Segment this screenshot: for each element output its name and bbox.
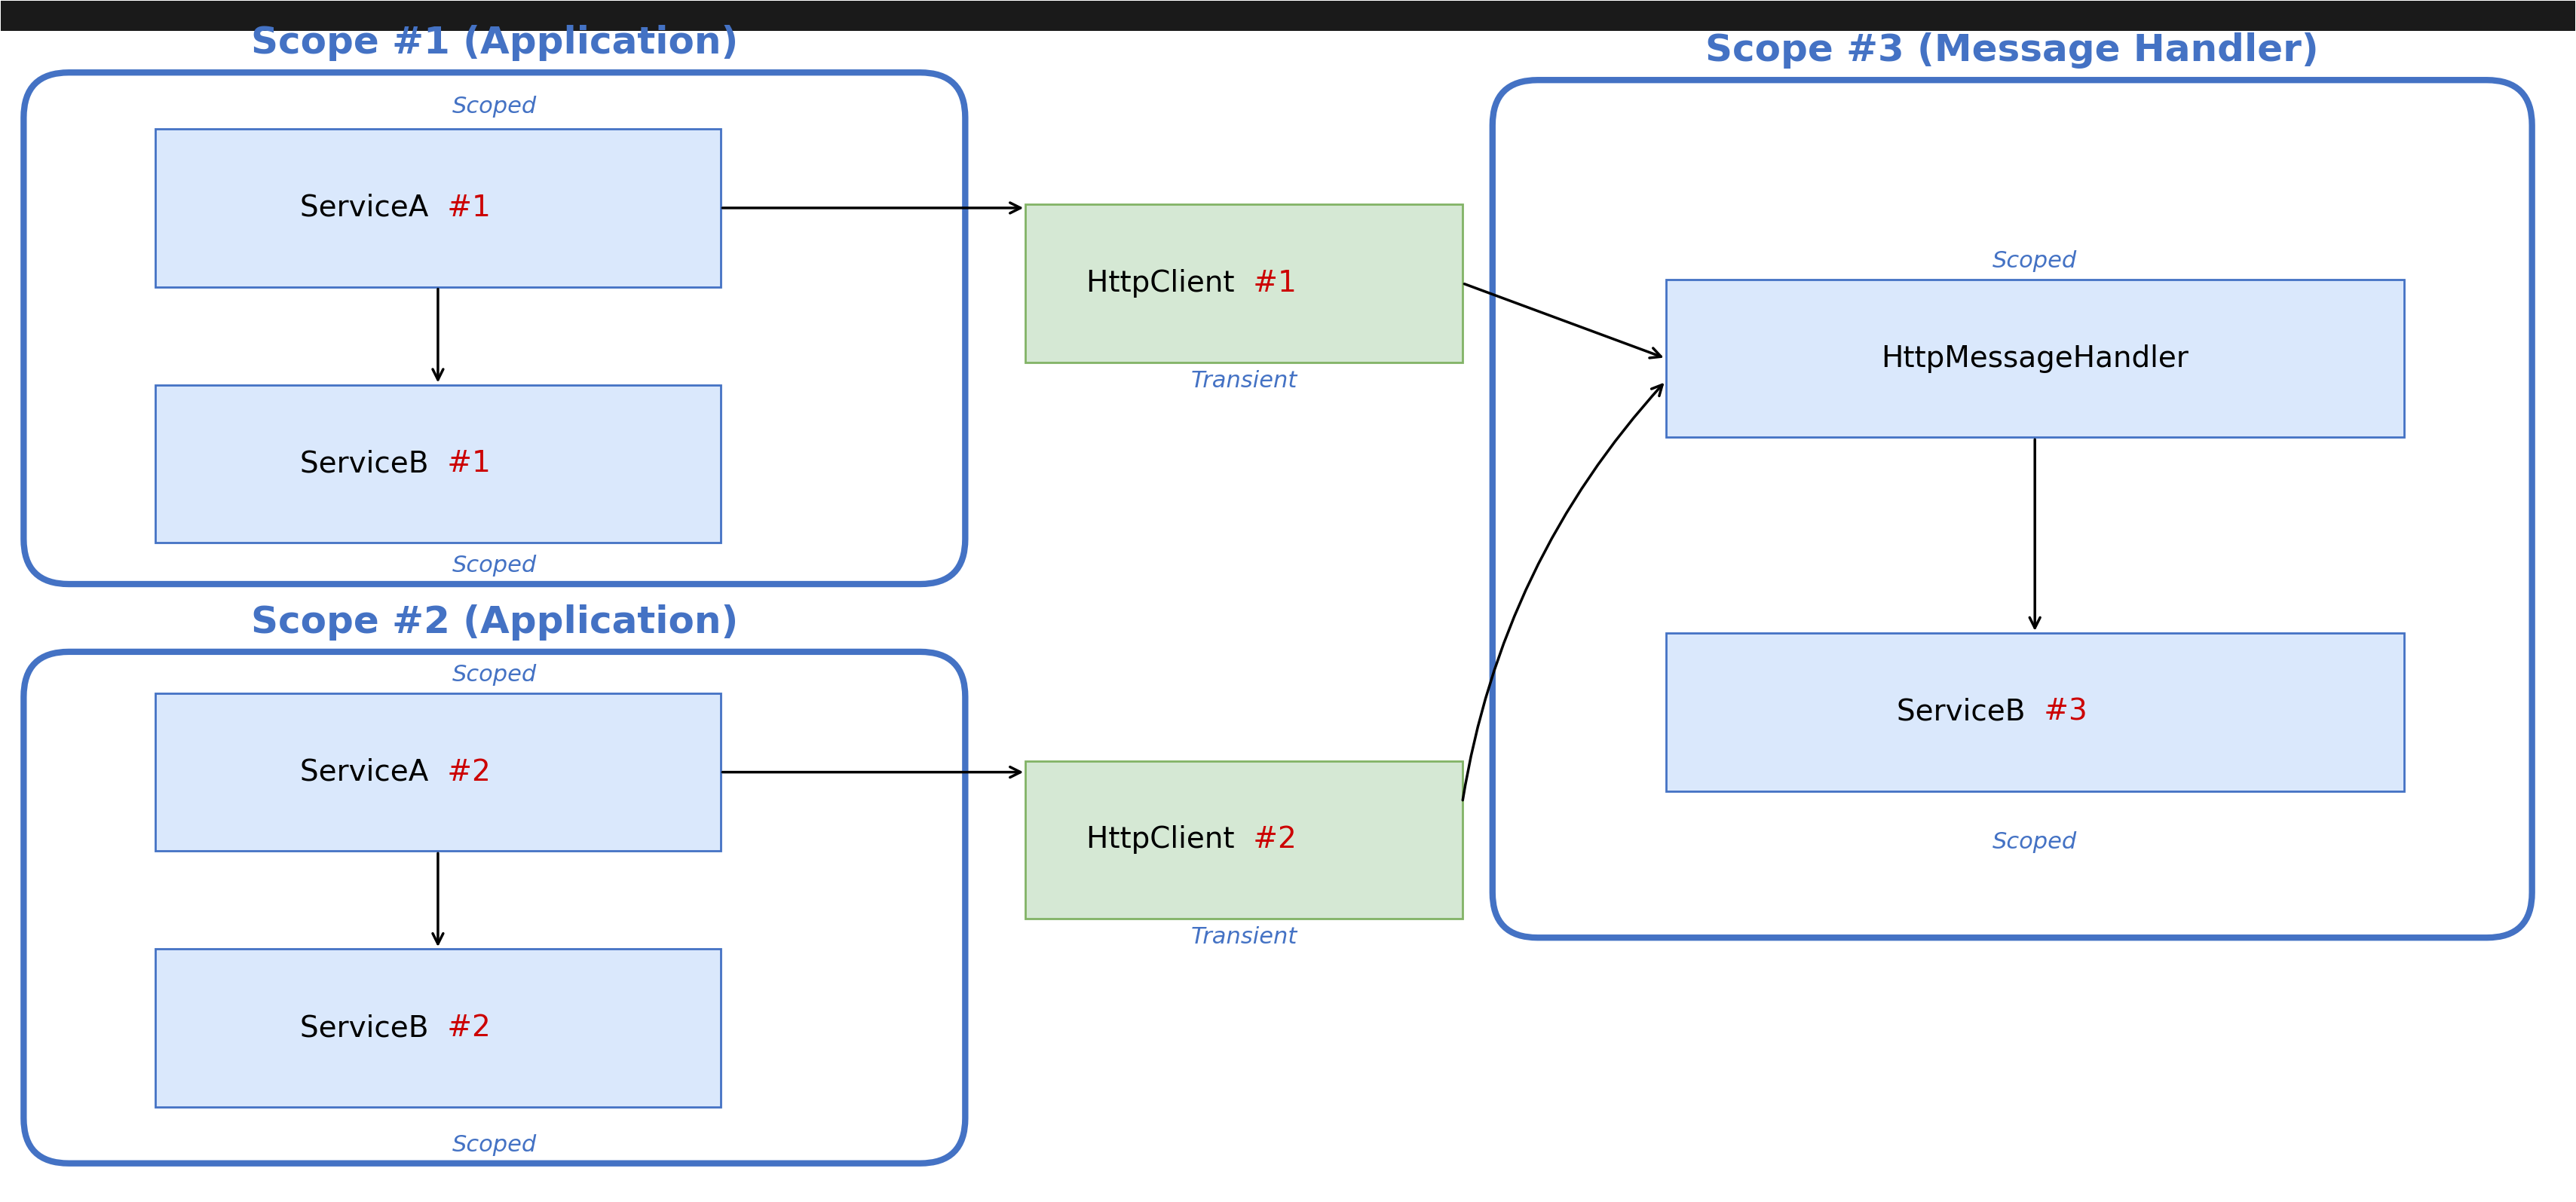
- Text: ServiceA: ServiceA: [301, 194, 438, 222]
- FancyBboxPatch shape: [1025, 761, 1463, 918]
- FancyBboxPatch shape: [1667, 633, 2403, 791]
- FancyBboxPatch shape: [1667, 279, 2403, 438]
- FancyBboxPatch shape: [0, 1, 2576, 31]
- Text: Scoped: Scoped: [453, 554, 536, 577]
- Text: #1: #1: [438, 450, 489, 478]
- Text: Scope #3 (Message Handler): Scope #3 (Message Handler): [1705, 32, 2318, 69]
- Text: HttpClient: HttpClient: [1087, 826, 1244, 855]
- FancyBboxPatch shape: [155, 694, 721, 851]
- FancyBboxPatch shape: [155, 385, 721, 542]
- Text: Scoped: Scoped: [1994, 250, 2076, 272]
- Text: HttpMessageHandler: HttpMessageHandler: [1880, 344, 2190, 373]
- Text: #1: #1: [438, 194, 489, 222]
- FancyBboxPatch shape: [155, 948, 721, 1107]
- Text: Scoped: Scoped: [453, 664, 536, 685]
- FancyBboxPatch shape: [1025, 204, 1463, 362]
- Text: Scope #1 (Application): Scope #1 (Application): [250, 25, 739, 61]
- Text: #3: #3: [2035, 697, 2087, 726]
- Text: ServiceB: ServiceB: [1896, 697, 2035, 726]
- Text: Scoped: Scoped: [1994, 832, 2076, 853]
- Text: #2: #2: [438, 757, 489, 786]
- Text: Scoped: Scoped: [453, 1133, 536, 1156]
- Text: HttpClient: HttpClient: [1087, 269, 1244, 297]
- Text: #2: #2: [1244, 826, 1296, 855]
- Text: Transient: Transient: [1190, 370, 1298, 392]
- Text: #2: #2: [438, 1013, 489, 1042]
- Text: Transient: Transient: [1190, 927, 1298, 948]
- Text: ServiceA: ServiceA: [301, 757, 438, 786]
- Text: ServiceB: ServiceB: [299, 1013, 438, 1042]
- Text: Scoped: Scoped: [453, 96, 536, 118]
- FancyBboxPatch shape: [155, 129, 721, 287]
- Text: Scope #2 (Application): Scope #2 (Application): [250, 605, 739, 641]
- Text: #1: #1: [1244, 269, 1296, 297]
- Text: ServiceB: ServiceB: [299, 450, 438, 478]
